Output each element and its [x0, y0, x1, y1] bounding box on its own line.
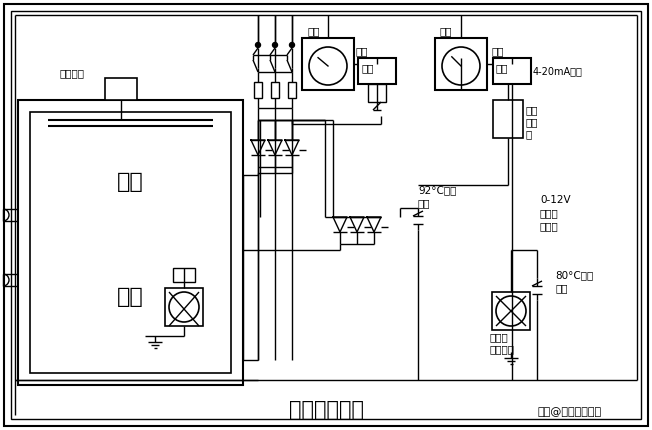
Text: 控制: 控制: [491, 46, 503, 56]
Bar: [492, 292, 530, 330]
Bar: [358, 58, 396, 84]
Text: 上区: 上区: [117, 172, 143, 192]
Text: 散热风机: 散热风机: [490, 344, 515, 354]
Text: 触发控: 触发控: [540, 208, 559, 218]
Text: 仪表: 仪表: [361, 63, 374, 73]
Bar: [173, 268, 195, 282]
Text: 搅拌电机: 搅拌电机: [60, 68, 85, 78]
Bar: [105, 78, 137, 100]
Text: 头条@电子工程世界: 头条@电子工程世界: [538, 407, 602, 417]
Text: 器: 器: [525, 129, 531, 139]
Bar: [288, 82, 296, 98]
Text: 4-20mA输出: 4-20mA输出: [533, 66, 583, 76]
Bar: [493, 58, 531, 84]
Text: 开关: 开关: [418, 198, 430, 208]
Text: 记录: 记录: [440, 26, 452, 36]
Bar: [18, 100, 243, 385]
Bar: [165, 288, 203, 326]
Bar: [30, 112, 231, 373]
Text: 记录: 记录: [307, 26, 319, 36]
Text: 开关: 开关: [555, 283, 567, 293]
Bar: [493, 100, 523, 138]
Text: 井式炉控制图: 井式炉控制图: [288, 400, 364, 420]
Text: 下区: 下区: [117, 287, 143, 307]
Circle shape: [273, 43, 278, 47]
Text: 80°C温度: 80°C温度: [555, 270, 593, 280]
Text: 92°C温度: 92°C温度: [418, 185, 456, 195]
Bar: [271, 82, 279, 98]
Text: 0-12V: 0-12V: [540, 195, 570, 205]
Bar: [254, 82, 262, 98]
Text: 控制: 控制: [356, 46, 368, 56]
Circle shape: [256, 43, 261, 47]
Text: 发生: 发生: [525, 117, 537, 127]
Bar: [368, 84, 386, 102]
Text: 可控硅: 可控硅: [490, 332, 509, 342]
Circle shape: [289, 43, 295, 47]
Bar: [302, 38, 354, 90]
Text: 制电压: 制电压: [540, 221, 559, 231]
Text: 周波: 周波: [525, 105, 537, 115]
Bar: [435, 38, 487, 90]
Text: 仪表: 仪表: [496, 63, 509, 73]
